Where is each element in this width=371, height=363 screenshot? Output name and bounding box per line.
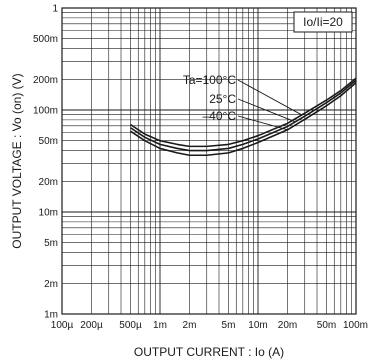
series-line (130, 79, 357, 152)
x-tick-label: 2m (183, 320, 197, 331)
y-tick-label: 2m (44, 279, 58, 290)
condition-box: Io/Ii=20 (293, 11, 353, 33)
plot-frame (61, 7, 357, 315)
grid (61, 8, 356, 315)
annotation-leader-line (237, 115, 288, 131)
y-tick-label: 500m (33, 34, 58, 45)
y-tick-label: 100m (33, 106, 58, 117)
y-tick-label: 20m (39, 177, 58, 188)
x-tick-label: 100m (343, 320, 368, 331)
x-tick-label: 500µ (119, 320, 142, 331)
x-tick-label: 5m (222, 320, 236, 331)
annotation-leader-line (237, 98, 296, 123)
annotation-leader-line (237, 79, 303, 116)
x-tick-label: 1m (153, 320, 167, 331)
x-tick-label: 200µ (80, 320, 103, 331)
x-axis-title: OUTPUT CURRENT : Io (A) (134, 345, 284, 359)
y-axis-title: OUTPUT VOLTAGE : Vo (on) (V) (10, 73, 24, 248)
series-annotation: –40°C (203, 109, 237, 123)
series-line (130, 77, 357, 148)
y-tick-label: 10m (39, 208, 58, 219)
y-tick-label: 200m (33, 75, 58, 86)
x-tick-labels: 100µ 200µ 500µ 1m 2m 5m 10m 20m 50m 100m (51, 320, 368, 331)
x-tick-label: 10m (248, 320, 267, 331)
y-tick-label: 1m (44, 310, 58, 321)
series-annotations: Ta=100°C 25°C –40°C (183, 73, 303, 131)
x-tick-label: 50m (317, 320, 336, 331)
series-line (130, 82, 357, 157)
y-tick-label: 5m (44, 238, 58, 249)
series-annotation: Ta=100°C (183, 73, 237, 87)
series-annotation: 25°C (209, 92, 236, 106)
y-tick-label: 1 (52, 4, 58, 15)
x-tick-label: 20m (278, 320, 297, 331)
y-tick-label: 50m (39, 136, 58, 147)
x-tick-label: 100µ (51, 320, 74, 331)
condition-label: Io/Ii=20 (303, 15, 343, 29)
y-tick-labels: 1 500m 200m 100m 50m 20m 10m 5m 2m 1m (33, 4, 58, 321)
series-group (130, 77, 357, 157)
